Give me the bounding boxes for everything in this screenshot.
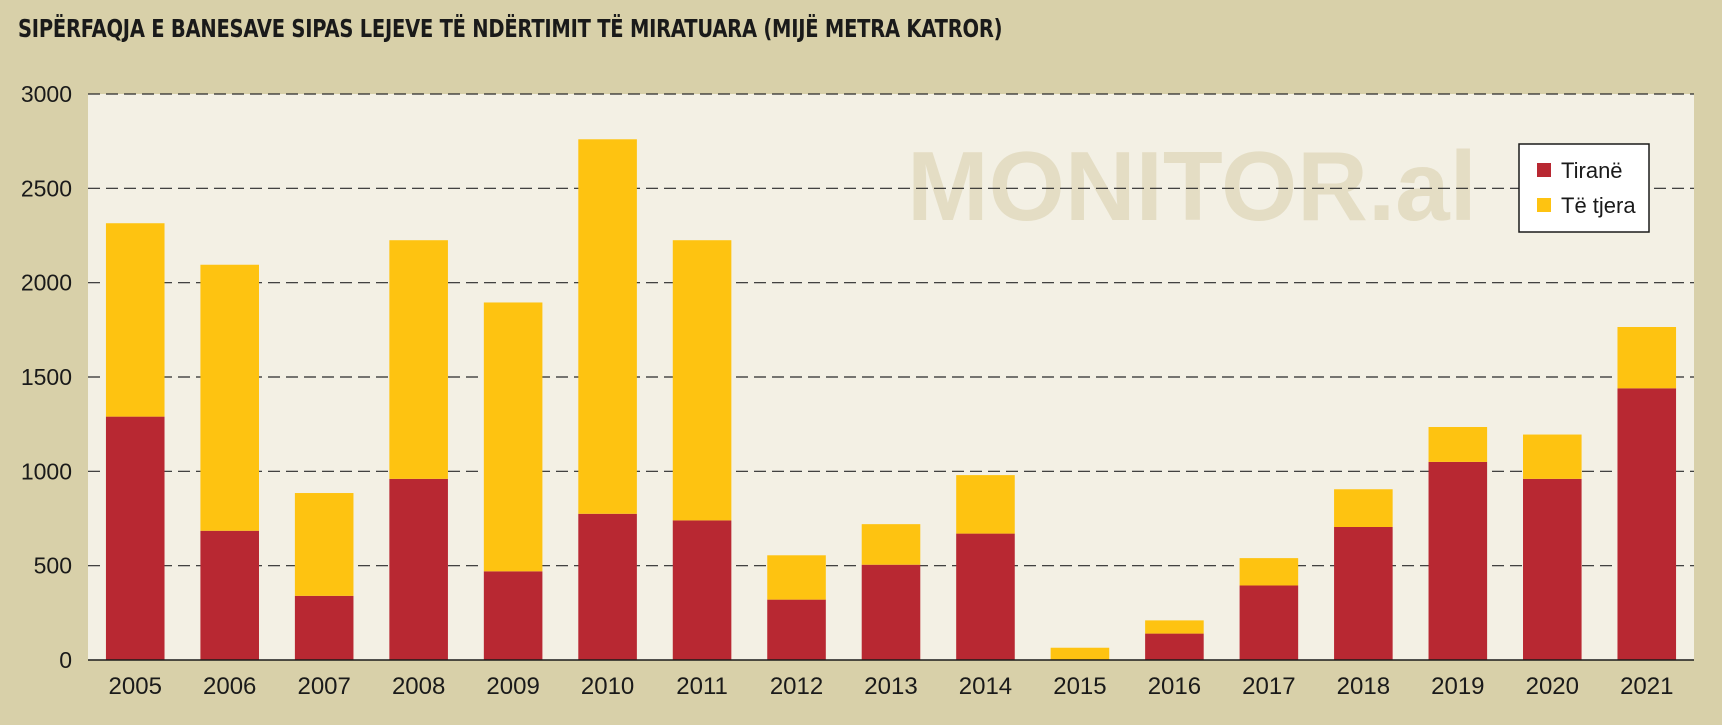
y-tick-label: 3000 [21,81,72,107]
y-tick-label: 2500 [21,175,72,201]
bar-tirane-2006 [200,530,259,660]
y-axis-ticks: 0 500 1000 1500 2000 2500 3000 [21,81,72,673]
bar-tirane-2010 [578,513,637,660]
y-tick-label: 1000 [21,458,72,484]
bar-tirane-2007 [294,595,354,660]
watermark: MONITOR.al [907,131,1477,241]
bar-tirane-2008 [389,478,448,660]
bar-te-tjera-2012 [767,555,826,600]
x-tick-label: 2011 [676,673,728,700]
x-tick-label: 2020 [1526,673,1579,700]
bar-te-tjera-2015 [1050,647,1110,660]
bar-tirane-2014 [956,533,1015,660]
bar-tirane-2020 [1523,478,1582,660]
bar-te-tjera-2016 [1145,620,1204,634]
x-tick-label: 2005 [109,673,162,700]
bar-tirane-2016 [1145,633,1204,660]
bar-tirane-2019 [1428,461,1488,660]
x-tick-label: 2012 [770,673,823,700]
bar-tirane-2017 [1239,585,1299,660]
y-tick-label: 2000 [21,270,72,296]
bar-tirane-2013 [861,564,921,660]
x-tick-label: 2019 [1431,673,1484,700]
legend-swatch-tirane [1537,163,1551,177]
bar-te-tjera-2017 [1239,558,1299,586]
bars [105,139,1677,660]
bar-te-tjera-2006 [200,264,259,531]
legend-label-te-tjera: Të tjera [1561,193,1636,218]
bar-tirane-2012 [767,599,826,660]
y-tick-label: 1500 [21,364,72,390]
x-tick-label: 2006 [203,673,256,700]
x-tick-label: 2010 [581,673,634,700]
x-tick-label: 2007 [297,673,350,700]
bar-te-tjera-2014 [956,475,1015,534]
bar-tirane-2021 [1617,388,1677,660]
x-tick-label: 2021 [1620,673,1673,700]
x-tick-label: 2017 [1242,673,1295,700]
bar-te-tjera-2013 [861,524,921,565]
bar-tirane-2009 [483,571,543,660]
bar-te-tjera-2021 [1617,327,1677,389]
bar-tirane-2018 [1334,526,1393,660]
bar-te-tjera-2011 [672,240,732,521]
bar-te-tjera-2007 [294,493,354,596]
y-tick-label: 500 [34,553,72,579]
bar-te-tjera-2005 [105,223,165,417]
bar-te-tjera-2020 [1523,434,1582,479]
x-tick-label: 2016 [1148,673,1201,700]
legend-box [1518,143,1650,233]
bar-tirane-2005 [105,416,165,660]
y-tick-label: 0 [59,647,72,673]
x-tick-label: 2015 [1053,673,1106,700]
bar-te-tjera-2010 [578,139,637,514]
x-tick-label: 2008 [392,673,445,700]
legend: Tiranë Të tjera [1518,143,1650,233]
chart-title: SIPËRFAQJA E BANESAVE SIPAS LEJEVE TË ND… [18,14,1003,43]
legend-swatch-te-tjera [1537,198,1551,212]
x-axis-ticks: 2005 2006 2007 2008 2009 2010 2011 2012 2013 2014… [109,673,1674,700]
x-tick-label: 2013 [864,673,917,700]
legend-label-tirane: Tiranë [1561,158,1623,183]
bar-te-tjera-2008 [389,240,448,479]
bar-tirane-2011 [672,520,732,660]
bar-te-tjera-2019 [1428,426,1488,462]
x-tick-label: 2014 [959,673,1012,700]
bar-te-tjera-2018 [1334,489,1393,527]
x-tick-label: 2009 [486,673,539,700]
x-tick-label: 2018 [1337,673,1390,700]
bar-te-tjera-2009 [483,302,543,572]
